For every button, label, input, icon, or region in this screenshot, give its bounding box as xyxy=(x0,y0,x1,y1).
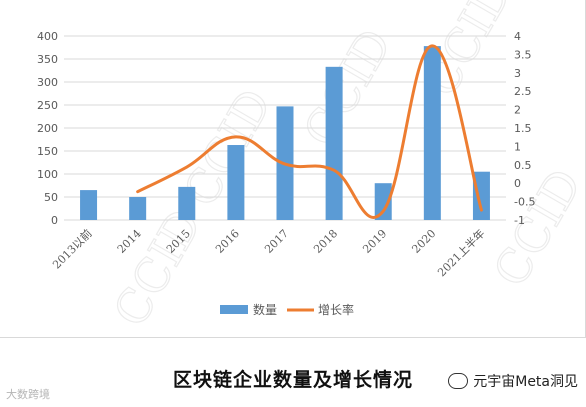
y-left-tick-label: 250 xyxy=(37,99,58,112)
watermark-left: 大数跨境 xyxy=(6,388,50,401)
watermark-right: 元宇宙Meta洞见 xyxy=(448,371,578,391)
legend-label-增长率: 增长率 xyxy=(318,302,354,317)
y-right-tick-label: 2 xyxy=(514,104,521,117)
bar-数量-5 xyxy=(325,66,343,220)
y-right-tick-label: 3 xyxy=(514,67,521,80)
line-增长率 xyxy=(136,44,483,219)
legend-label-数量: 数量 xyxy=(253,302,277,317)
chart-caption: 区块链企业数量及增长情况 xyxy=(172,369,413,391)
y-left-tick-label: 100 xyxy=(37,168,58,181)
background-watermark: CCID xyxy=(483,160,586,296)
bar-数量-2 xyxy=(178,186,196,220)
x-tick-label: 2019 xyxy=(360,227,389,256)
background-watermark: CCID xyxy=(293,20,402,156)
y-left-tick-label: 0 xyxy=(51,214,58,227)
y-right-tick-label: 1 xyxy=(514,140,521,153)
legend-swatch-数量 xyxy=(220,305,248,314)
y-right-tick-label: 2.5 xyxy=(514,85,532,98)
x-tick-label: 2021上半年 xyxy=(435,226,488,279)
y-left-tick-label: 200 xyxy=(37,122,58,135)
watermark-right-label: 元宇宙Meta洞见 xyxy=(473,374,578,390)
x-tick-label: 2018 xyxy=(311,227,340,256)
y-left-tick-label: 50 xyxy=(44,191,58,204)
x-tick-label: 2013以前 xyxy=(49,226,94,271)
y-right-tick-label: -1 xyxy=(514,214,525,227)
x-tick-label: 2017 xyxy=(262,227,291,256)
bar-数量-0 xyxy=(80,190,98,220)
y-right-tick-label: 0.5 xyxy=(514,159,532,172)
y-left-tick-label: 300 xyxy=(37,76,58,89)
y-left-tick-label: 350 xyxy=(37,53,58,66)
y-left-tick-label: 400 xyxy=(37,30,58,43)
y-right-tick-label: 1.5 xyxy=(514,122,532,135)
y-right-tick-label: 4 xyxy=(514,30,521,43)
wechat-icon xyxy=(448,373,469,389)
bar-数量-6 xyxy=(374,183,392,220)
bar-数量-1 xyxy=(129,197,147,220)
bar-数量-7 xyxy=(423,46,441,221)
x-tick-label: 2020 xyxy=(409,227,438,256)
y-right-tick-label: 0 xyxy=(514,177,521,190)
y-left-tick-label: 150 xyxy=(37,145,58,158)
combo-chart: CCIDCCIDCCIDCCIDCCID05010015020025030035… xyxy=(37,0,586,336)
y-right-tick-label: 3.5 xyxy=(514,48,532,61)
bar-数量-3 xyxy=(227,145,245,220)
x-tick-label: 2016 xyxy=(213,227,242,256)
bar-数量-8 xyxy=(472,171,490,220)
y-right-tick-label: -0.5 xyxy=(514,196,535,209)
